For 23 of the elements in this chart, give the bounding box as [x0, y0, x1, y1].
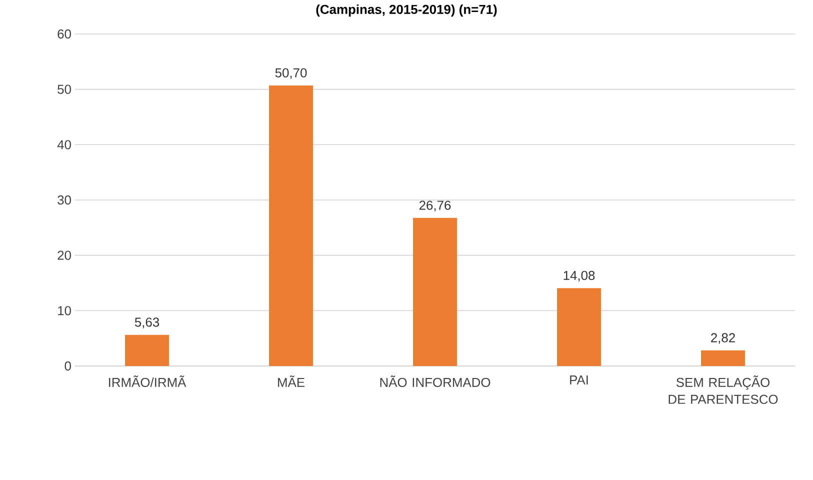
y-tick-label: 30 [58, 195, 71, 205]
y-tick-label: 40 [57, 140, 71, 150]
y-tick-label: 50 [58, 84, 71, 94]
bar [269, 85, 314, 366]
bar [557, 288, 602, 366]
x-tick-label: NÃO INFORMADO [380, 376, 490, 387]
data-label: 50,70 [275, 68, 307, 79]
bar [125, 334, 170, 366]
data-label: 26,76 [419, 200, 451, 212]
y-tick-label: 10 [58, 306, 71, 316]
x-tick-label: IRMÃO/IRMÃ [108, 376, 186, 387]
y-tick-label: 0 [64, 361, 71, 371]
y-tick-label: 60 [58, 29, 71, 39]
x-tick-label: MÃE [278, 376, 304, 387]
chart-title: (Campinas, 2015-2019) (n=71) [316, 4, 497, 17]
x-tick-label: SEM RELAÇÃO DE PARENTESCO [668, 376, 778, 404]
x-tick-label: PAI [570, 376, 588, 384]
bar [701, 350, 746, 366]
y-tick-label: 20 [58, 250, 71, 260]
data-label: 2,82 [711, 333, 735, 344]
data-label: 5,63 [134, 318, 160, 328]
data-label: 14,08 [564, 270, 595, 282]
bar [413, 218, 458, 366]
